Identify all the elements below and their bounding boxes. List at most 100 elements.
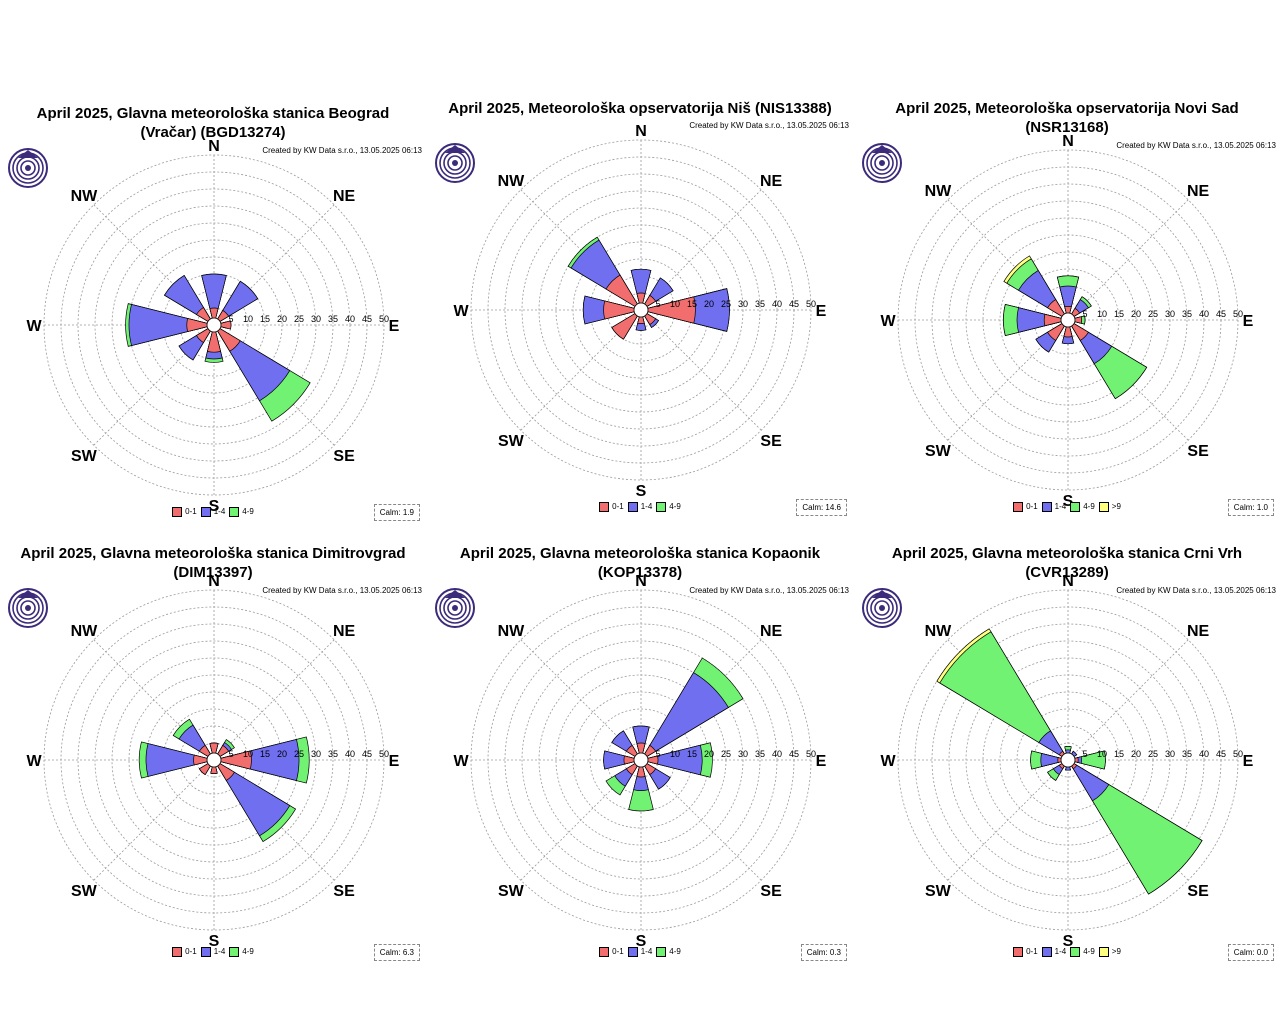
direction-label-NW: NW [71, 188, 99, 205]
wind-rose-chart: 5 10 15 20 25 30 35 40 45 50 N NE E SE S SW W NW [8, 138, 400, 515]
calm-box: Calm: 1.9 [373, 504, 420, 521]
ring-tick-label: 40 [345, 314, 355, 324]
direction-label-SE: SE [1187, 883, 1209, 900]
direction-label-SW: SW [498, 883, 525, 900]
legend-swatch [599, 502, 610, 512]
ring-tick-label: 30 [1165, 749, 1175, 759]
direction-label-NE: NE [1187, 623, 1210, 640]
wind-rose-chart: 5 10 15 20 25 30 35 40 45 50 N NE E SE S SW W NW [8, 573, 400, 950]
ring-tick-label: 15 [687, 299, 697, 309]
direction-label-NW: NW [498, 623, 526, 640]
wind-rose-chart: 5 10 15 20 25 30 35 40 45 50 N NE E SE S SW W NW [435, 123, 827, 500]
legend-label: 1-4 [1054, 502, 1067, 512]
legend: 0-1 1-4 4-9 >9 [854, 502, 1280, 512]
ring-tick-label: 25 [721, 299, 731, 309]
grid [43, 589, 385, 931]
legend-item: 0-1 [599, 947, 624, 957]
ring-tick-label: 35 [1182, 749, 1192, 759]
calm-box: Calm: 0.3 [800, 944, 847, 961]
chart-title-line: (DIM13397) [173, 564, 253, 581]
ring-tick-label: 5 [1082, 749, 1087, 759]
legend-swatch [1041, 947, 1052, 957]
chart-title-line: April 2025, Glavna meteorološka stanica … [36, 105, 390, 122]
direction-label-SW: SW [925, 883, 952, 900]
legend-item: 4-9 [656, 947, 681, 957]
sectors [125, 273, 311, 422]
legend-item: 1-4 [1041, 947, 1066, 957]
legend-swatch [627, 502, 638, 512]
wind-rose-panel: 5 10 15 20 25 30 35 40 45 50 N NE E SE S SW W NW April 202… [427, 540, 853, 970]
chart-title: April 2025, Glavna meteorološka stanica … [0, 544, 426, 582]
legend-label: >9 [1111, 947, 1121, 957]
ring-tick-label: 30 [738, 749, 748, 759]
ring-tick-label: 10 [670, 299, 680, 309]
direction-label-W: W [453, 753, 469, 770]
chart-title-line: April 2025, Meteorološka opservatorija N… [448, 100, 832, 117]
ring-tick-label: 30 [311, 749, 321, 759]
calm-box: Calm: 1.0 [1227, 499, 1274, 516]
legend-label: 0-1 [185, 947, 197, 957]
legend-label: 0-1 [1026, 947, 1038, 957]
legend-swatch [627, 947, 638, 957]
ring-tick-label: 5 [228, 749, 233, 759]
ring-tick-label: 5 [655, 299, 660, 309]
legend-swatch [1070, 947, 1081, 957]
legend-item: 0-1 [599, 502, 624, 512]
direction-label-W: W [880, 753, 896, 770]
ring-tick-label: 45 [1216, 749, 1226, 759]
legend-swatch [656, 947, 667, 957]
direction-label-N: N [208, 573, 220, 590]
legend-label: >9 [1111, 502, 1121, 512]
direction-label-E: E [1243, 313, 1254, 330]
ring-tick-label: 35 [328, 749, 338, 759]
ring-tick-label: 15 [1114, 749, 1124, 759]
ring-tick-label: 50 [806, 299, 816, 309]
direction-label-NE: NE [760, 623, 783, 640]
chart-title-line: April 2025, Glavna meteorološka stanica … [459, 545, 821, 562]
legend-swatch [229, 947, 240, 957]
legend: 0-1 1-4 4-9 [0, 947, 426, 957]
ring-tick-label: 30 [1165, 309, 1175, 319]
direction-label-SE: SE [333, 448, 355, 465]
legend-item: >9 [1098, 947, 1121, 957]
direction-label-S: S [1063, 493, 1074, 510]
grid-spoke [1067, 199, 1189, 321]
legend-label: 4-9 [669, 947, 681, 957]
calm-hole [206, 317, 222, 333]
created-by-label: Created by KW Data s.r.o., 13.05.2025 06… [689, 121, 849, 130]
direction-label-S: S [1063, 933, 1074, 950]
station-logo-icon [435, 143, 475, 183]
chart-title-line: (NSR13168) [1025, 119, 1109, 136]
legend: 0-1 1-4 4-9 [0, 507, 426, 517]
grid-ring [948, 200, 1188, 440]
grid-spoke [640, 309, 762, 431]
direction-label-NW: NW [925, 623, 953, 640]
ring-tick-label: 20 [1131, 309, 1141, 319]
legend-item: 0-1 [1013, 947, 1038, 957]
ring-tick-label: 25 [294, 314, 304, 324]
legend-swatch [1098, 947, 1109, 957]
ring-tick-label: 40 [772, 749, 782, 759]
legend-label: 4-9 [242, 947, 254, 957]
grid-spoke [1067, 639, 1189, 761]
ring-tick-label: 25 [1148, 309, 1158, 319]
direction-label-E: E [816, 303, 827, 320]
legend-swatch [1013, 502, 1024, 512]
legend-item: 1-4 [627, 947, 652, 957]
direction-label-E: E [389, 753, 400, 770]
sectors [138, 718, 310, 843]
ring-tick-label: 10 [1097, 749, 1107, 759]
chart-title-line: April 2025, Glavna meteorološka stanica … [891, 545, 1243, 562]
grid-ring [521, 640, 761, 880]
legend-item: 1-4 [200, 947, 225, 957]
created-by-label: Created by KW Data s.r.o., 13.05.2025 06… [262, 146, 422, 155]
station-logo-icon [862, 588, 902, 628]
ring-tick-label: 15 [1114, 309, 1124, 319]
ring-tick-label: 50 [379, 749, 389, 759]
legend-swatch [229, 507, 240, 517]
grid-ring [94, 640, 334, 880]
ring-tick-label: 10 [243, 314, 253, 324]
ring-tick-label: 40 [345, 749, 355, 759]
chart-title-line: (CVR13289) [1025, 564, 1109, 581]
legend-swatch [172, 947, 183, 957]
